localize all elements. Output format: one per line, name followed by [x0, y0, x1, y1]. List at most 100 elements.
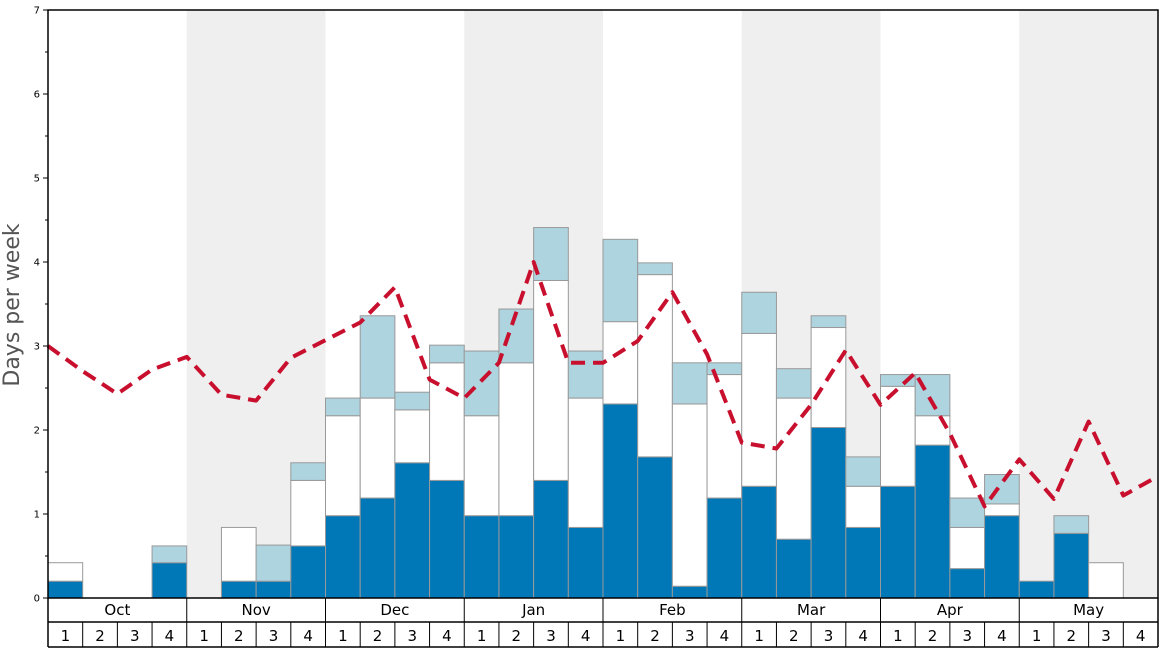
bar-light-16 [602, 238, 639, 323]
bar-dark-7 [290, 545, 326, 599]
bar-dark-16 [602, 403, 639, 599]
month-label-dec: Dec [380, 601, 409, 619]
bar-dark-22 [810, 426, 847, 599]
week-label-27: 4 [997, 627, 1007, 645]
week-label-13: 2 [512, 627, 522, 645]
bar-dark-14 [533, 479, 569, 599]
bar-white-8 [325, 415, 361, 517]
month-label-apr: Apr [937, 601, 964, 619]
bar-white-9 [359, 397, 396, 499]
bar-dark-29 [1053, 532, 1090, 599]
bar-light-29 [1053, 515, 1090, 534]
y-tick-label-6: 6 [34, 90, 40, 101]
y-tick-label-0: 0 [34, 594, 40, 605]
bar-light-3 [151, 545, 188, 564]
bar-dark-12 [463, 515, 500, 599]
week-label-21: 2 [789, 627, 799, 645]
bar-white-23 [845, 485, 881, 528]
bar-dark-3 [151, 562, 188, 599]
bar-dark-28 [1018, 580, 1055, 599]
week-label-14: 3 [546, 627, 556, 645]
bar-white-20 [741, 332, 777, 487]
month-label-nov: Nov [241, 601, 270, 619]
bar-light-7 [290, 462, 326, 481]
bar-white-7 [290, 479, 326, 547]
bar-light-8 [325, 397, 361, 417]
bars [47, 227, 1124, 599]
week-label-20: 1 [754, 627, 764, 645]
bar-light-17 [637, 262, 673, 276]
week-label-28: 1 [1032, 627, 1042, 645]
bar-white-15 [567, 397, 604, 528]
bar-light-10 [394, 391, 431, 411]
bar-white-27 [984, 503, 1020, 517]
bar-light-15 [567, 350, 604, 399]
week-label-3: 4 [165, 627, 175, 645]
bar-white-21 [775, 397, 812, 540]
dashed-trend-line [46, 260, 1159, 509]
bar-white-0 [47, 562, 84, 582]
week-label-31: 4 [1136, 627, 1146, 645]
week-label-16: 1 [616, 627, 626, 645]
bar-dark-25 [914, 444, 951, 599]
bar-dark-0 [47, 580, 84, 599]
bar-white-17 [637, 274, 673, 458]
bar-dark-20 [741, 485, 777, 599]
week-label-22: 3 [824, 627, 834, 645]
bar-dark-18 [671, 585, 708, 599]
bar-light-18 [671, 362, 708, 405]
bar-light-26 [949, 497, 986, 528]
bar-white-12 [463, 415, 500, 517]
y-tick-label-3: 3 [34, 342, 40, 353]
week-label-25: 2 [928, 627, 938, 645]
y-axis-label: Days per week [0, 223, 25, 386]
week-label-10: 3 [407, 627, 417, 645]
bar-dark-21 [775, 538, 812, 599]
bar-dark-24 [880, 485, 916, 599]
y-tick-label-5: 5 [34, 174, 40, 185]
bar-dark-11 [429, 479, 465, 599]
week-label-29: 2 [1067, 627, 1077, 645]
bar-light-6 [255, 544, 292, 582]
month-label-feb: Feb [659, 601, 686, 619]
bar-light-23 [845, 456, 881, 487]
bar-light-9 [359, 315, 396, 399]
week-label-11: 4 [442, 627, 452, 645]
week-label-0: 1 [61, 627, 71, 645]
week-label-15: 4 [581, 627, 591, 645]
bar-light-21 [775, 368, 812, 399]
week-label-17: 2 [650, 627, 660, 645]
month-band-may [1019, 10, 1158, 598]
bar-dark-27 [984, 515, 1020, 599]
month-label-mar: Mar [797, 601, 826, 619]
bar-dark-17 [637, 456, 673, 599]
bar-white-24 [880, 385, 916, 487]
y-tick-label-7: 7 [34, 6, 40, 17]
bar-white-16 [602, 321, 639, 405]
week-label-19: 4 [720, 627, 730, 645]
bar-dark-6 [255, 580, 292, 599]
month-label-oct: Oct [104, 601, 130, 619]
y-tick-label-4: 4 [34, 258, 40, 269]
week-label-30: 3 [1101, 627, 1111, 645]
y-tick-label-1: 1 [34, 510, 40, 521]
bar-light-14 [533, 227, 569, 281]
bar-dark-5 [220, 580, 257, 599]
week-label-7: 4 [303, 627, 313, 645]
bar-white-10 [394, 409, 431, 464]
week-label-9: 2 [373, 627, 383, 645]
bar-white-5 [220, 526, 257, 582]
bar-dark-19 [706, 497, 743, 599]
bar-dark-8 [325, 515, 361, 599]
week-label-5: 2 [234, 627, 244, 645]
week-label-18: 3 [685, 627, 695, 645]
bar-dark-15 [567, 526, 604, 599]
month-label-jan: Jan [521, 601, 545, 619]
month-label-may: May [1073, 601, 1104, 619]
bar-light-27 [984, 474, 1020, 505]
bar-white-26 [949, 526, 986, 570]
bar-white-25 [914, 415, 951, 446]
bar-light-22 [810, 315, 847, 329]
bar-light-20 [741, 291, 777, 334]
